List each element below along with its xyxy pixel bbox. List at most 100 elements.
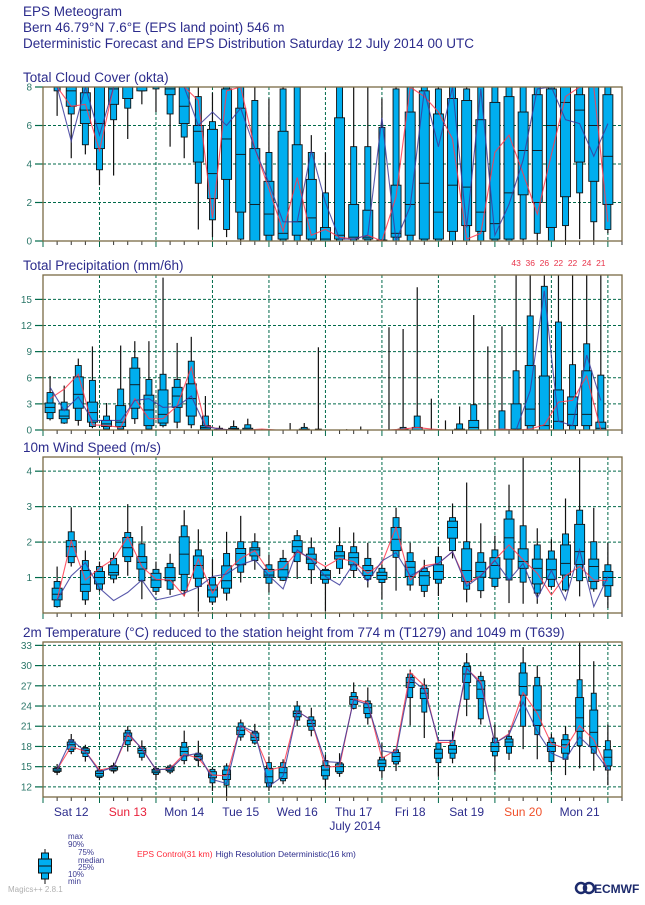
box-p25-p75	[538, 375, 550, 430]
box-p25-p75	[164, 567, 176, 582]
box-p25-p75	[462, 666, 472, 683]
eps-box	[178, 87, 190, 159]
box-legend: max 90% 75% median 25% 10% min	[38, 832, 104, 886]
eps-box	[517, 457, 529, 604]
eps-box	[263, 554, 275, 593]
eps-box	[136, 526, 148, 600]
temperature-plot-area	[52, 642, 613, 797]
month-label: July 2014	[329, 819, 381, 833]
box-p25-p75	[504, 738, 514, 747]
eps-box	[164, 87, 176, 147]
y-tick-label: 6	[26, 121, 32, 132]
box-p25-p75	[581, 370, 593, 427]
cloud-plot-area	[53, 87, 614, 241]
eps-box	[468, 315, 480, 430]
eps-box	[222, 763, 232, 797]
y-tick-label: 4	[26, 160, 32, 171]
eps-box	[574, 457, 586, 597]
box-p25-p75	[603, 749, 613, 767]
box-p25-p75	[468, 419, 480, 430]
eps-box	[236, 719, 246, 741]
box-p25-p75	[108, 87, 120, 105]
eps-box	[348, 532, 360, 578]
eps-box	[349, 682, 359, 710]
box-p25-p75	[305, 178, 317, 240]
box-p25-p75	[588, 558, 600, 582]
y-tick-label: 0	[26, 237, 32, 248]
legend-median: median	[78, 856, 104, 865]
box-p25-p75	[178, 87, 190, 125]
box-p25-p75	[476, 680, 486, 700]
hres-line	[49, 290, 602, 430]
box-p25-p75	[207, 584, 218, 598]
box-p25-p75	[171, 386, 183, 408]
legend-control: EPS Control(31 km)	[137, 849, 213, 859]
precip-panel-title: Total Precipitation (mm/6h)	[23, 258, 184, 273]
box-p25-p75	[79, 570, 91, 592]
eps-box	[235, 87, 247, 241]
eps-box	[263, 98, 275, 241]
legend-p10: 10%	[68, 870, 84, 879]
box-p25-p75	[553, 389, 564, 430]
box-p25-p75	[249, 148, 261, 241]
eps-box	[404, 87, 416, 241]
off-scale-max-label: 22	[568, 258, 578, 268]
eps-box	[95, 766, 104, 781]
eps-box	[150, 561, 162, 595]
ecmwf-logo-text: ECMWF	[594, 882, 639, 896]
eps-box	[376, 564, 388, 600]
box-p25-p75	[461, 100, 473, 227]
eps-box	[115, 345, 127, 430]
day-label: Wed 16	[277, 805, 318, 819]
box-p25-p75	[433, 748, 443, 759]
y-tick-label: 30	[21, 661, 33, 672]
eps-box	[80, 744, 90, 762]
y-tick-label: 12	[21, 782, 33, 793]
box-p10-p90	[321, 192, 329, 241]
eps-box	[503, 87, 515, 241]
eps-box	[581, 275, 593, 430]
box-p25-p75	[588, 87, 600, 182]
box-p25-p75	[447, 98, 458, 232]
eps-box	[503, 484, 515, 604]
eps-box	[432, 546, 444, 596]
day-label: Mon 14	[164, 805, 204, 819]
day-label: Thu 17	[335, 805, 373, 819]
box-p25-p75	[532, 685, 542, 727]
box-p25-p75	[207, 128, 218, 200]
legend-p90: 90%	[68, 840, 84, 849]
eps-box	[277, 549, 289, 582]
box-p25-p75	[503, 518, 515, 560]
cloud-panel: 0 2 4 6 8	[26, 83, 623, 248]
off-scale-max-label: 36	[525, 258, 535, 268]
eps-box	[129, 341, 141, 424]
day-label: Sun 13	[109, 805, 147, 819]
eps-box	[151, 766, 161, 781]
off-scale-max-label: 24	[582, 258, 592, 268]
hres-line	[56, 87, 609, 241]
box-p10-p90	[498, 410, 506, 430]
eps-box	[178, 510, 190, 597]
box-p10-p90	[512, 370, 520, 430]
eps-box	[101, 403, 112, 430]
box-p25-p75	[531, 94, 543, 203]
wind-plot-area	[51, 457, 614, 612]
box-p25-p75	[518, 672, 528, 696]
eps-box	[277, 87, 289, 241]
eps-box	[447, 503, 458, 559]
eps-box	[86, 346, 98, 429]
box-p25-p75	[291, 144, 303, 236]
box-p25-p75	[136, 87, 148, 92]
y-tick-label: 8	[26, 83, 32, 94]
eps-box	[152, 87, 160, 113]
box-p25-p75	[192, 555, 204, 579]
box-p25-p75	[517, 111, 529, 196]
legend-max: max	[68, 832, 83, 841]
eps-box	[94, 561, 105, 592]
ecmwf-logo: ECMWF	[574, 881, 639, 896]
eps-box	[588, 87, 600, 241]
box-p25-p75	[595, 421, 607, 430]
panel-frame	[42, 274, 623, 431]
temperature-panel: 12 15 18 21 24 27 30 33	[21, 641, 623, 803]
